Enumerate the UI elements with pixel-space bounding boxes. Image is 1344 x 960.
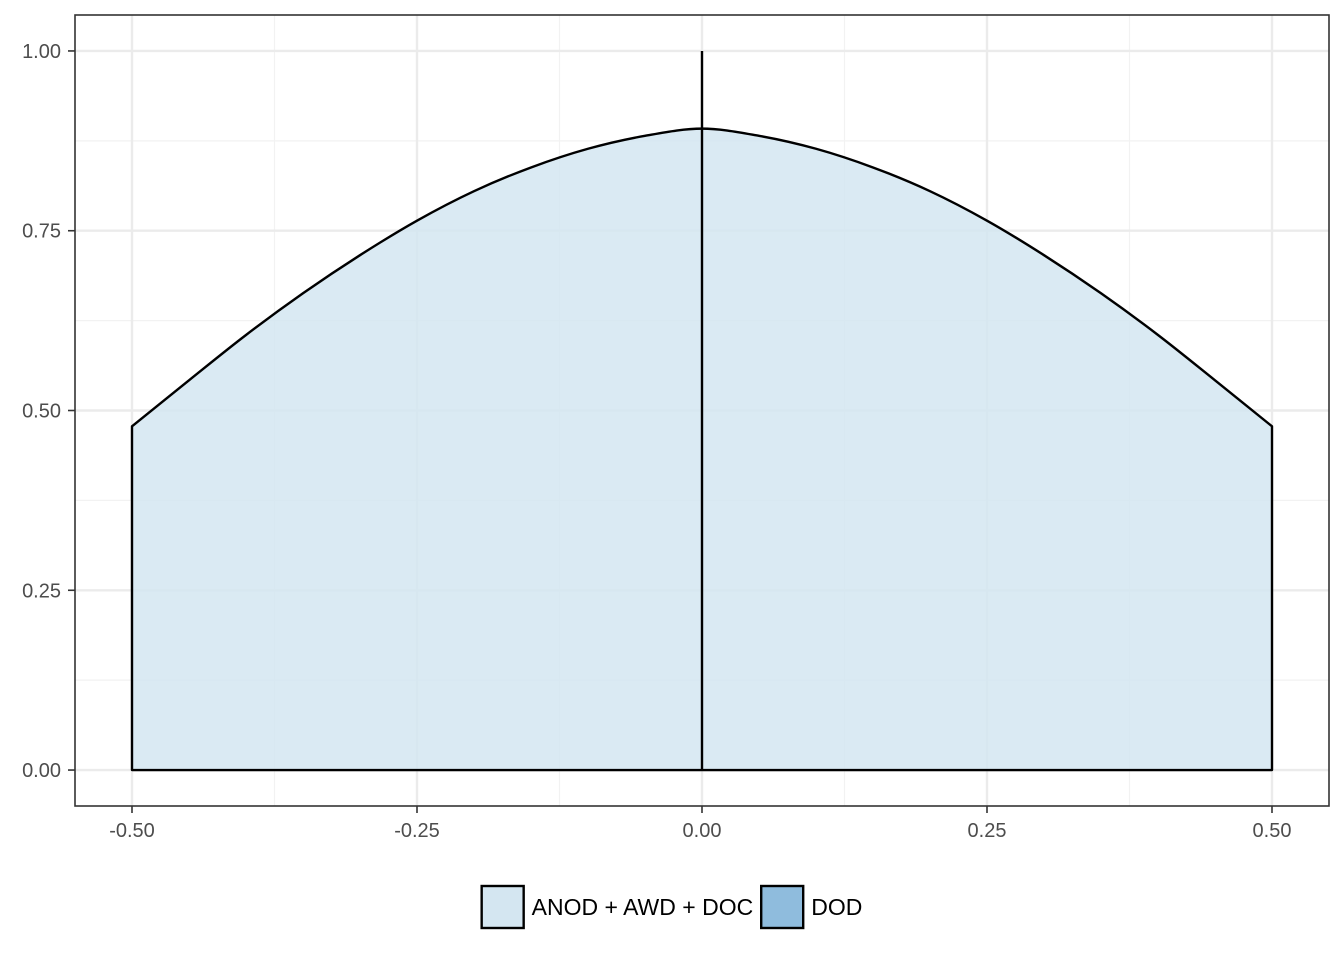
y-axis: 0.00 0.25 0.50 0.75 1.00 <box>22 41 75 782</box>
x-tick-label: -0.50 <box>109 820 155 842</box>
y-tick-label: 0.00 <box>22 760 61 782</box>
legend-label: ANOD + AWD + DOC <box>532 894 754 920</box>
y-tick-label: 0.50 <box>22 401 61 423</box>
x-tick-label: -0.25 <box>394 820 440 842</box>
legend-key <box>480 884 525 930</box>
legend: ANOD + AWD + DOC DOD <box>480 884 862 930</box>
x-tick-label: 0.50 <box>1253 820 1292 842</box>
legend-key <box>760 884 805 930</box>
x-tick-label: 0.00 <box>683 820 722 842</box>
y-tick-label: 1.00 <box>22 41 61 63</box>
x-tick-label: 0.25 <box>968 820 1007 842</box>
legend-label: DOD <box>811 894 862 920</box>
y-tick-label: 0.25 <box>22 580 61 602</box>
series-layer <box>130 50 1274 772</box>
x-axis: -0.50 -0.25 0.00 0.25 0.50 <box>109 806 1291 842</box>
y-tick-label: 0.75 <box>22 221 61 243</box>
